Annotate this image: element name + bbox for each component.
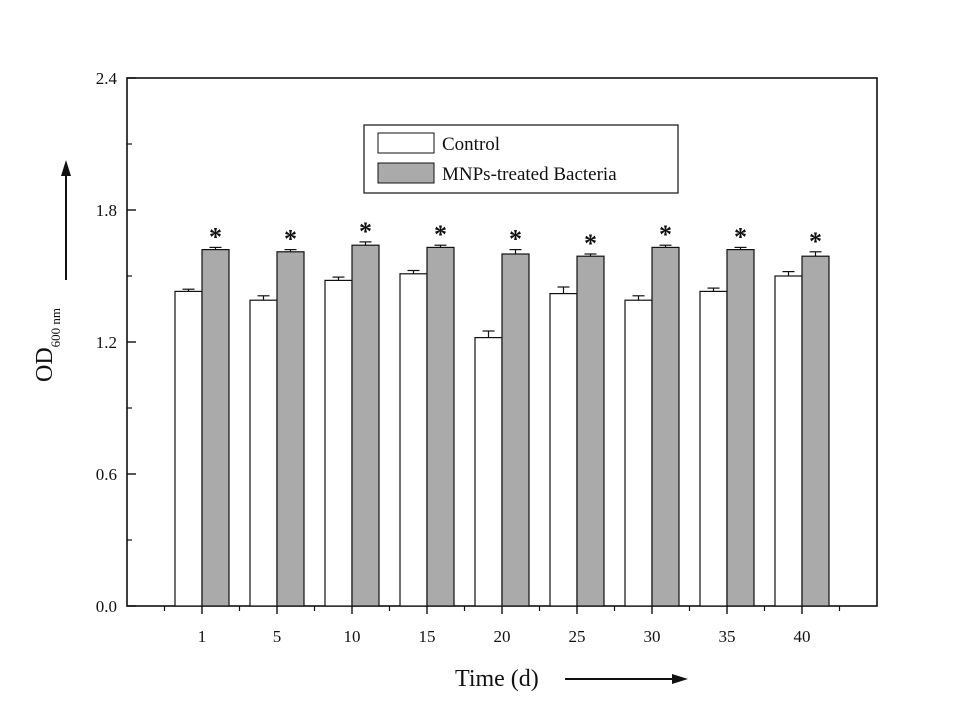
x-tick-label: 20 <box>494 627 511 646</box>
x-tick-label: 40 <box>794 627 811 646</box>
legend-swatch-mnps <box>377 162 435 184</box>
bar-control <box>474 337 503 607</box>
significance-star: * <box>659 220 672 249</box>
y-tick-label: 1.2 <box>96 333 117 352</box>
significance-star: * <box>209 222 222 251</box>
y-axis-subscript: 600 nm <box>48 308 63 347</box>
legend-label-mnps: MNPs-treated Bacteria <box>442 164 617 185</box>
significance-star: * <box>584 229 597 258</box>
y-tick-label: 2.4 <box>96 69 118 88</box>
x-tick-label: 10 <box>344 627 361 646</box>
y-axis-title: OD600 nm <box>32 308 63 382</box>
x-tick-label: 15 <box>419 627 436 646</box>
x-tick-label: 25 <box>569 627 586 646</box>
bar-control <box>699 290 728 607</box>
y-tick-label: 1.8 <box>96 201 117 220</box>
significance-star: * <box>734 222 747 251</box>
bar-mnps-treated <box>426 246 455 607</box>
bar-mnps-treated <box>576 255 605 607</box>
bar-mnps-treated <box>651 246 680 607</box>
y-tick-label: 0.0 <box>96 597 117 616</box>
bar-mnps-treated <box>201 249 230 607</box>
bar-mnps-treated <box>726 249 755 607</box>
bar-control <box>774 275 803 607</box>
x-tick-label: 35 <box>719 627 736 646</box>
x-tick-label: 5 <box>273 627 282 646</box>
significance-star: * <box>809 227 822 256</box>
plot-area: 0.0 0.6 1.2 1.8 2.4 1 * 5 * 10 * 15 * 20 * 25 * 30 * 35 * 40 * <box>96 69 878 646</box>
x-tick-label: 1 <box>198 627 207 646</box>
legend-swatch-control <box>377 132 435 154</box>
bar-control <box>624 299 653 607</box>
bar-mnps-treated <box>276 251 305 607</box>
significance-star: * <box>359 217 372 246</box>
bar-control <box>549 293 578 607</box>
bar-mnps-treated <box>501 253 530 607</box>
legend-label-control: Control <box>442 134 500 155</box>
y-axis-arrow <box>61 160 71 280</box>
x-axis-arrow <box>565 674 688 684</box>
significance-star: * <box>434 220 447 249</box>
y-axis-label: OD <box>32 347 58 382</box>
bar-control <box>249 299 278 607</box>
bar-control <box>399 273 428 607</box>
bar-mnps-treated <box>801 255 830 607</box>
svg-text:OD600 nm: OD600 nm <box>32 308 63 382</box>
bar-mnps-treated <box>351 244 380 607</box>
bar-control <box>324 279 353 607</box>
x-tick-label: 30 <box>644 627 661 646</box>
significance-star: * <box>284 225 297 254</box>
significance-star: * <box>509 225 522 254</box>
x-axis-label: Time (d) <box>455 666 539 692</box>
bar-control <box>174 290 203 607</box>
legend: Control MNPs-treated Bacteria <box>363 124 679 194</box>
y-tick-label: 0.6 <box>96 465 117 484</box>
